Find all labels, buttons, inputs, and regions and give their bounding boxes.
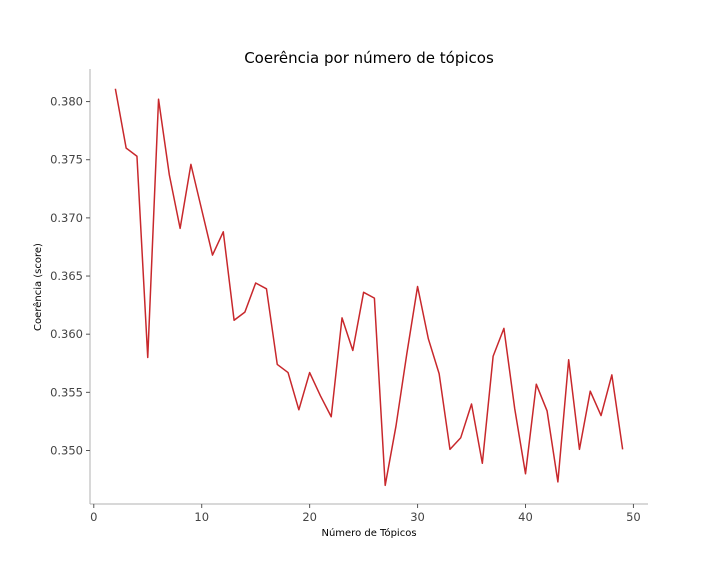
y-tick-label: 0.350 — [50, 443, 83, 457]
x-tick-label: 20 — [302, 510, 317, 524]
y-tick-label: 0.380 — [50, 95, 83, 109]
x-axis-label: Número de Tópicos — [321, 527, 416, 539]
x-tick-label: 0 — [90, 510, 97, 524]
x-tick-label: 10 — [194, 510, 209, 524]
x-tick-label: 50 — [626, 510, 641, 524]
chart-title: Coerência por número de tópicos — [244, 49, 494, 67]
x-tick-label: 30 — [410, 510, 425, 524]
y-axis-ticks: 0.350 0.355 0.360 0.365 0.370 0.375 0.380 — [50, 95, 90, 457]
y-tick-label: 0.355 — [50, 385, 83, 399]
y-axis-label: Coerência (score) — [32, 243, 44, 331]
series-group — [114, 88, 624, 487]
series-line — [114, 88, 624, 487]
plot-area: 0 10 20 30 40 50 0.3500.3550.3600.3650.3700.3… — [50, 69, 648, 524]
y-tick-label: 0.365 — [50, 269, 83, 283]
x-tick-label: 40 — [518, 510, 533, 524]
y-tick-label: 0.370 — [50, 211, 83, 225]
y-tick-label: 0.360 — [50, 327, 83, 341]
y-tick-label: 0.375 — [50, 153, 83, 167]
x-axis-ticks: 0 10 20 30 40 50 — [90, 504, 641, 524]
